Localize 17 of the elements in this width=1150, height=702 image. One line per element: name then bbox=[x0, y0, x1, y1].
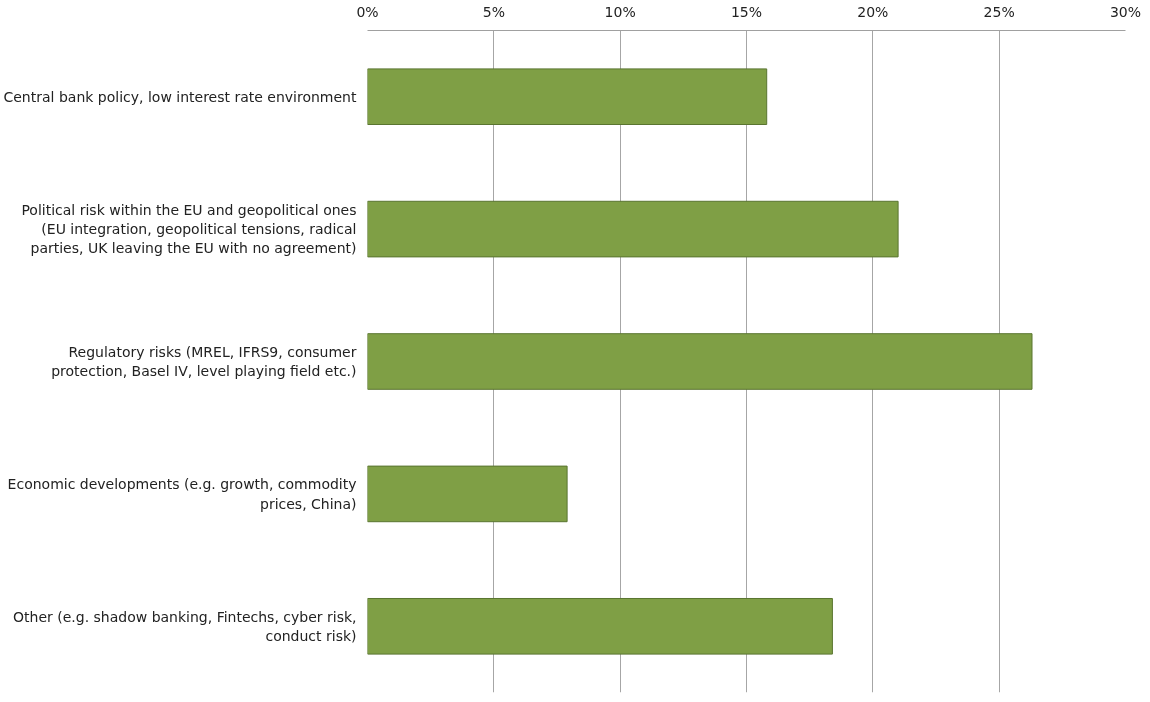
x-tick-label: 10% bbox=[604, 3, 636, 20]
bar bbox=[367, 333, 1033, 390]
y-tick-label: Economic developments (e.g. growth, commodity prices, China) bbox=[7, 476, 357, 512]
y-tick-label: Central bank policy, low interest rate environment bbox=[3, 88, 358, 105]
y-tick-label: Political risk within the EU and geopolitical ones (EU integration, geopolitical tensions, radical parties, UK leaving the EU with no agreement) bbox=[21, 201, 357, 257]
y-tick-label: Other (e.g. shadow banking, Fintechs, cyber risk, conduct risk) bbox=[13, 608, 357, 644]
x-tick-label: 0% bbox=[356, 3, 379, 20]
bar bbox=[367, 465, 568, 523]
y-tick-label: Regulatory risks (MREL, IFRS9, consumer protection, Basel IV, level playing field etc.) bbox=[51, 343, 357, 380]
x-tick-label: 5% bbox=[482, 3, 505, 20]
x-tick-label: 30% bbox=[1109, 3, 1142, 20]
x-tick-label: 20% bbox=[857, 3, 889, 20]
bar bbox=[367, 68, 768, 125]
x-tick-label: 25% bbox=[983, 3, 1015, 20]
bar bbox=[367, 598, 833, 655]
x-tick-label: 15% bbox=[730, 3, 763, 20]
bar bbox=[367, 200, 899, 258]
